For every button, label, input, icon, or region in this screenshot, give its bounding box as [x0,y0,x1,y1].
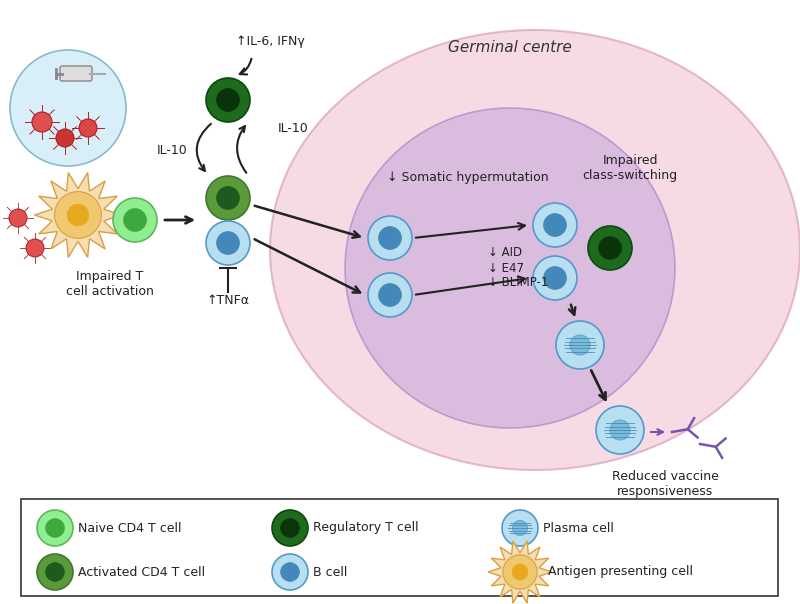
FancyBboxPatch shape [21,499,778,596]
Circle shape [503,555,537,589]
Circle shape [217,187,239,210]
Circle shape [206,78,250,122]
Circle shape [281,563,299,582]
Text: B cell: B cell [313,565,347,579]
Text: IL-10: IL-10 [278,121,309,135]
Circle shape [32,112,52,132]
Circle shape [56,129,74,147]
Circle shape [533,203,577,247]
Text: ↓ AID
↓ E47
↓ BLIMP-1: ↓ AID ↓ E47 ↓ BLIMP-1 [488,246,548,289]
Circle shape [123,208,146,231]
FancyBboxPatch shape [60,66,92,81]
Circle shape [512,564,528,580]
Circle shape [37,554,73,590]
Circle shape [9,209,27,227]
Circle shape [610,420,630,440]
Text: ↑IL-6, IFNγ: ↑IL-6, IFNγ [235,36,305,48]
Circle shape [26,239,44,257]
Circle shape [79,119,97,137]
Circle shape [588,226,632,270]
Circle shape [533,256,577,300]
Circle shape [543,266,566,289]
Circle shape [556,321,604,369]
Circle shape [46,519,64,538]
Circle shape [272,510,308,546]
Text: Activated CD4 T cell: Activated CD4 T cell [78,565,205,579]
Circle shape [67,204,89,226]
Circle shape [206,221,250,265]
Text: Germinal centre: Germinal centre [448,40,572,56]
Text: Impaired T
cell activation: Impaired T cell activation [66,270,154,298]
Text: Impaired
class-switching: Impaired class-switching [582,154,678,182]
Circle shape [570,335,590,355]
Polygon shape [488,541,552,603]
Circle shape [368,216,412,260]
Circle shape [281,519,299,538]
Circle shape [217,231,239,254]
Circle shape [378,226,402,249]
Circle shape [378,283,402,306]
Circle shape [502,510,538,546]
Ellipse shape [270,30,800,470]
Text: Antigen presenting cell: Antigen presenting cell [548,565,693,579]
Text: Reduced vaccine
responsiveness: Reduced vaccine responsiveness [611,470,718,498]
Text: ↑TNFα: ↑TNFα [206,294,250,306]
Circle shape [113,198,157,242]
Circle shape [543,214,566,236]
Circle shape [272,554,308,590]
Circle shape [598,237,622,260]
Circle shape [513,521,527,536]
Polygon shape [34,173,122,257]
Text: Plasma cell: Plasma cell [543,521,614,535]
Circle shape [10,50,126,166]
Circle shape [46,563,64,582]
Circle shape [596,406,644,454]
Circle shape [54,191,102,239]
Circle shape [217,89,239,112]
Text: IL-10: IL-10 [157,144,187,156]
Text: Naive CD4 T cell: Naive CD4 T cell [78,521,182,535]
Circle shape [206,176,250,220]
Text: Regulatory T cell: Regulatory T cell [313,521,418,535]
Circle shape [37,510,73,546]
Circle shape [368,273,412,317]
Text: ↓ Somatic hypermutation: ↓ Somatic hypermutation [387,172,549,184]
Ellipse shape [345,108,675,428]
